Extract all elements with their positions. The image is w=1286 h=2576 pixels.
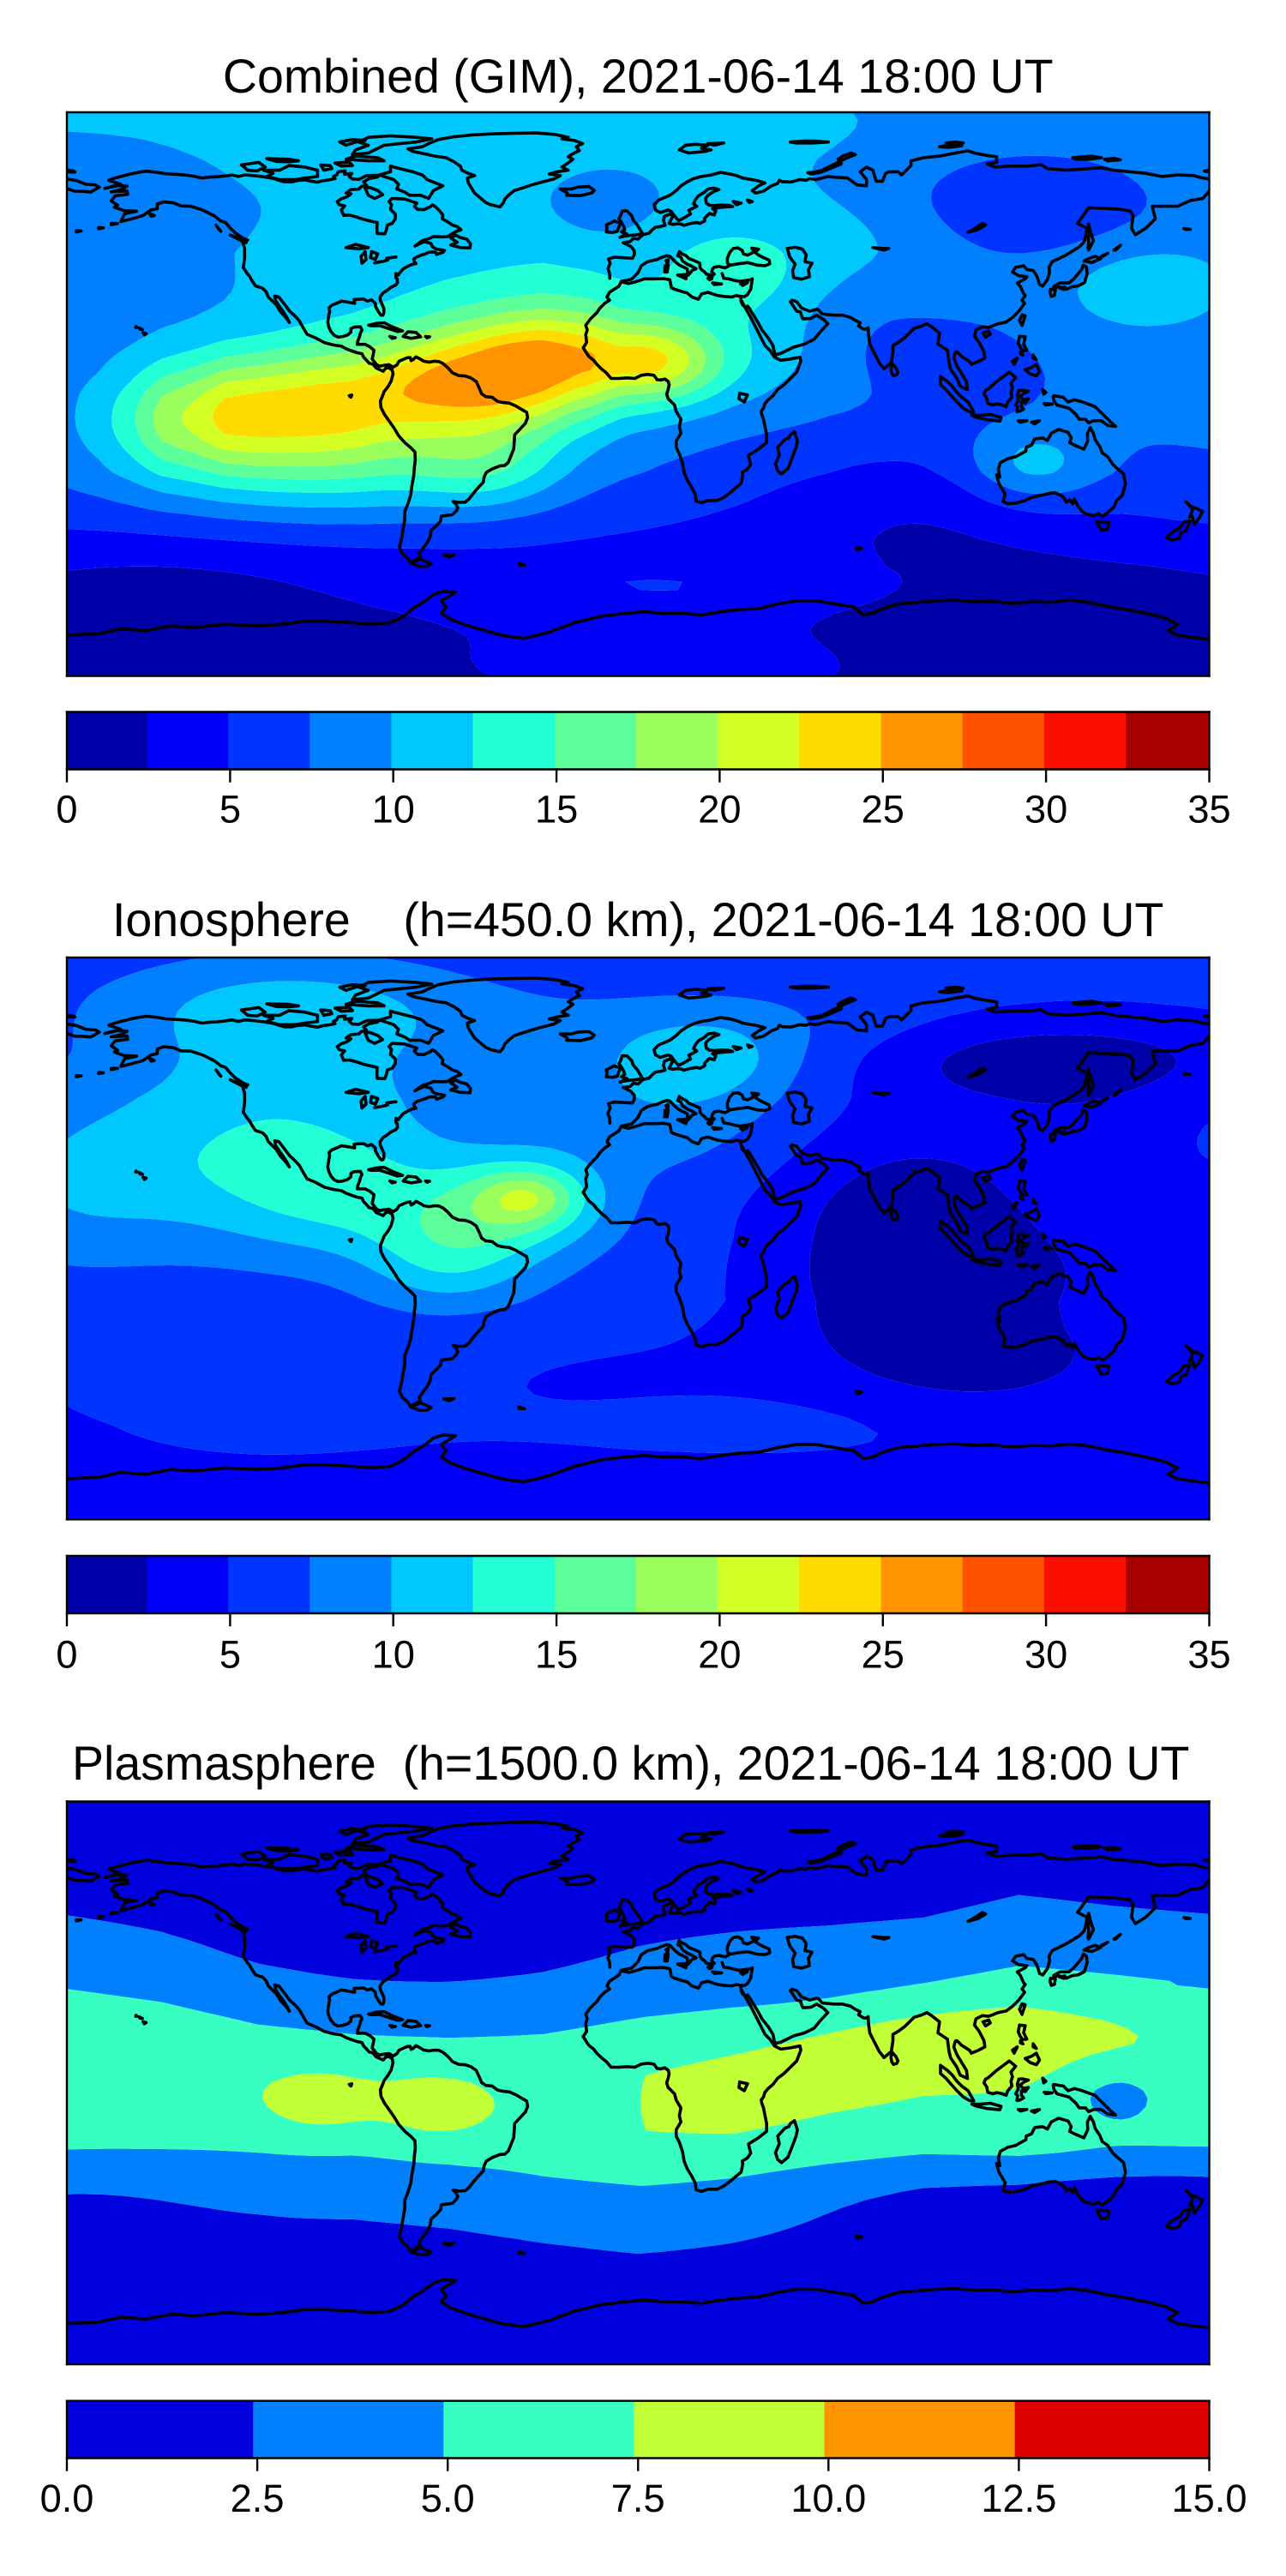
svg-text:10: 10: [372, 1633, 415, 1677]
svg-text:5.0: 5.0: [421, 2477, 475, 2520]
svg-text:5: 5: [219, 1633, 241, 1677]
svg-text:0.0: 0.0: [40, 2477, 94, 2520]
svg-text:0: 0: [56, 788, 77, 832]
svg-text:10.0: 10.0: [790, 2477, 866, 2520]
svg-text:25: 25: [862, 788, 904, 832]
svg-text:35: 35: [1187, 788, 1230, 832]
svg-text:5: 5: [219, 788, 241, 832]
svg-text:20: 20: [698, 788, 741, 832]
svg-text:15: 15: [535, 1633, 578, 1677]
svg-text:2.5: 2.5: [231, 2477, 285, 2520]
svg-text:25: 25: [862, 1633, 904, 1677]
svg-text:35: 35: [1187, 1633, 1230, 1677]
svg-text:0: 0: [56, 1633, 77, 1677]
svg-text:Ionosphere (h=450.0 km), 20: Ionosphere (h=450.0 km), 2021-06-14 18:0…: [112, 893, 1163, 946]
svg-text:15: 15: [535, 788, 578, 832]
svg-text:10: 10: [372, 788, 415, 832]
svg-text:12.5: 12.5: [981, 2477, 1056, 2520]
svg-text:30: 30: [1025, 1633, 1067, 1677]
svg-text:20: 20: [698, 1633, 741, 1677]
svg-text:15.0: 15.0: [1172, 2477, 1247, 2520]
svg-text:30: 30: [1025, 788, 1067, 832]
svg-text:Combined (GIM), 2021-06-14 18:: Combined (GIM), 2021-06-14 18:00 UT: [223, 50, 1054, 103]
svg-text:7.5: 7.5: [611, 2477, 665, 2520]
svg-text:Plasmasphere (h=1500.0 km), 2: Plasmasphere (h=1500.0 km), 2021-06-14 1…: [72, 1737, 1189, 1790]
